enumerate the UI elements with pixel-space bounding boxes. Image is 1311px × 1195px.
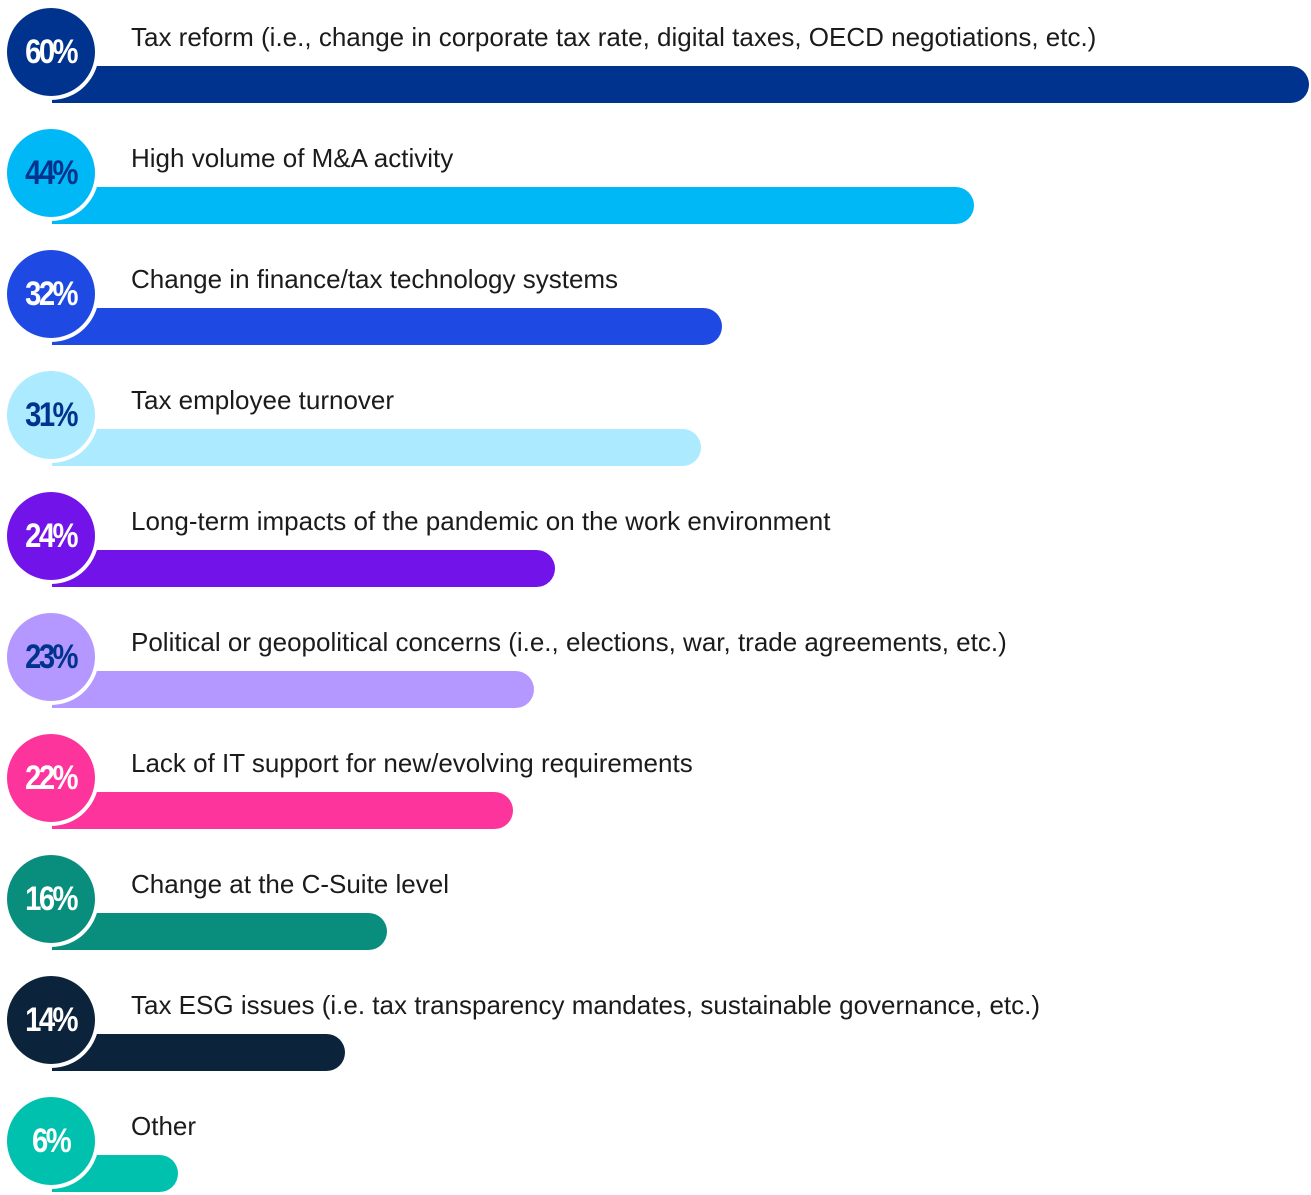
category-label: Change in finance/tax technology systems (131, 264, 619, 294)
value-badge: 60% (3, 4, 99, 100)
value-badge: 6% (3, 1093, 99, 1189)
bar-row: 44% High volume of M&A activity (0, 121, 1311, 224)
bar (52, 913, 388, 950)
value-badge: 22% (3, 730, 99, 826)
category-label: Long-term impacts of the pandemic on the… (131, 506, 831, 536)
bar (52, 550, 555, 587)
bar (52, 671, 534, 708)
bar-row: 31% Tax employee turnover (0, 363, 1311, 466)
category-label: Tax ESG issues (i.e. tax transparency ma… (131, 990, 1041, 1020)
value-label: 16% (25, 879, 79, 918)
bar (52, 429, 702, 466)
value-label: 44% (25, 153, 79, 192)
bar (52, 187, 974, 224)
bar-row: 60% Tax reform (i.e., change in corporate… (0, 0, 1311, 103)
value-badge: 23% (3, 609, 99, 705)
bar-row: 24% Long-term impacts of the pandemic on … (0, 484, 1311, 587)
category-label: Lack of IT support for new/evolving requ… (131, 748, 693, 778)
bar-row: 16% Change at the C-Suite level (0, 847, 1311, 950)
value-label: 14% (25, 1000, 79, 1039)
value-badge: 14% (3, 972, 99, 1068)
value-label: 24% (25, 516, 79, 555)
bar-row: 14% Tax ESG issues (i.e. tax transparency… (0, 968, 1311, 1071)
bar-row: 6% Other (0, 1089, 1311, 1192)
value-label: 32% (25, 274, 79, 313)
value-badge: 31% (3, 367, 99, 463)
value-label: 22% (25, 758, 79, 797)
category-label: Other (131, 1111, 197, 1141)
value-label: 6% (32, 1121, 72, 1160)
category-label: Political or geopolitical concerns (i.e.… (131, 627, 1007, 657)
bar (52, 792, 513, 829)
bar (52, 308, 723, 345)
value-badge: 44% (3, 125, 99, 221)
value-label: 31% (25, 395, 79, 434)
category-label: Change at the C-Suite level (131, 869, 449, 899)
category-label: Tax employee turnover (131, 385, 395, 415)
category-label: High volume of M&A activity (131, 143, 454, 173)
bar-row: 23% Political or geopolitical concerns (i… (0, 605, 1311, 708)
value-badge: 24% (3, 488, 99, 584)
bar (52, 66, 1309, 103)
bar (52, 1034, 346, 1071)
value-badge: 16% (3, 851, 99, 947)
category-label: Tax reform (i.e., change in corporate ta… (131, 22, 1097, 52)
value-label: 23% (25, 637, 79, 676)
bar-row: 32% Change in finance/tax technology syst… (0, 242, 1311, 345)
bar-row: 22% Lack of IT support for new/evolving r… (0, 726, 1311, 829)
value-badge: 32% (3, 246, 99, 342)
value-label: 60% (25, 32, 79, 71)
